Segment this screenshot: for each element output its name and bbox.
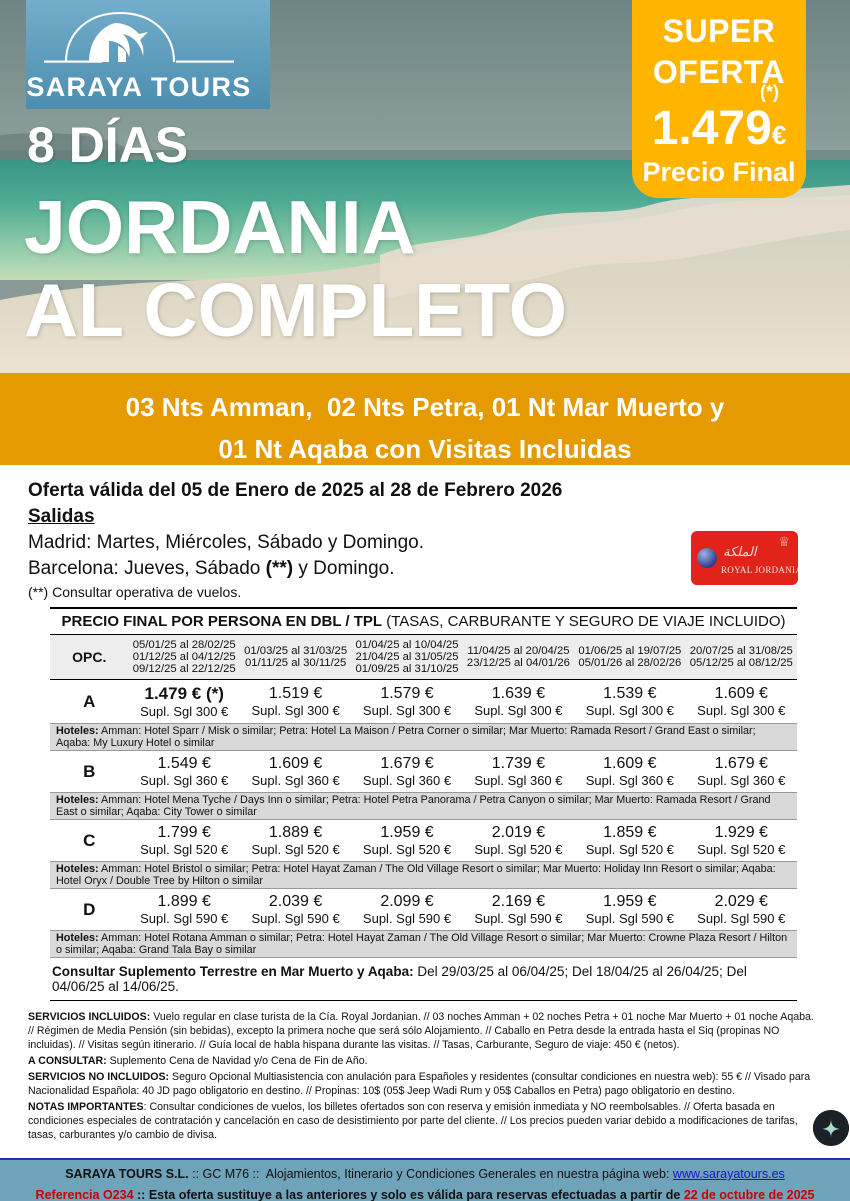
svg-text:SARAYA TOURS: SARAYA TOURS [26, 72, 251, 102]
